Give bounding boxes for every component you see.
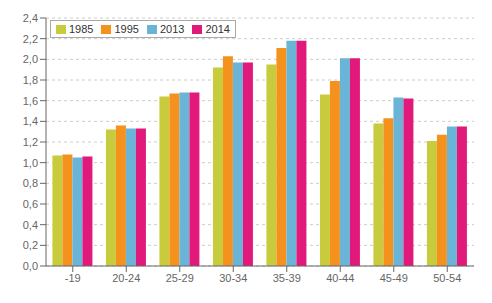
svg-text:2,0: 2,0	[23, 53, 38, 65]
svg-text:0,8: 0,8	[23, 177, 38, 189]
svg-text:20-24: 20-24	[112, 272, 140, 284]
svg-text:2,4: 2,4	[23, 12, 38, 24]
html-text:2014: 2014	[205, 23, 230, 35]
svg-text:0,4: 0,4	[23, 219, 38, 231]
svg-text:1,0: 1,0	[23, 157, 38, 169]
svg-text:40-44: 40-44	[326, 272, 354, 284]
html-text:1995: 1995	[114, 23, 139, 35]
html-text:2013: 2013	[160, 23, 185, 35]
svg-text:30-34: 30-34	[219, 272, 247, 284]
svg-text:0,6: 0,6	[23, 198, 38, 210]
svg-text:1,8: 1,8	[23, 74, 38, 86]
svg-text:0,2: 0,2	[23, 239, 38, 251]
svg-text:1,2: 1,2	[23, 136, 38, 148]
svg-text:1,4: 1,4	[23, 115, 38, 127]
svg-text:0,0: 0,0	[23, 260, 38, 272]
svg-text:-19: -19	[65, 272, 81, 284]
svg-text:50-54: 50-54	[433, 272, 461, 284]
svg-text:2,2: 2,2	[23, 33, 38, 45]
svg-text:35-39: 35-39	[273, 272, 301, 284]
svg-text:1,6: 1,6	[23, 95, 38, 107]
svg-text:45-49: 45-49	[380, 272, 408, 284]
html-text:1985: 1985	[69, 23, 94, 35]
svg-text:25-29: 25-29	[166, 272, 194, 284]
